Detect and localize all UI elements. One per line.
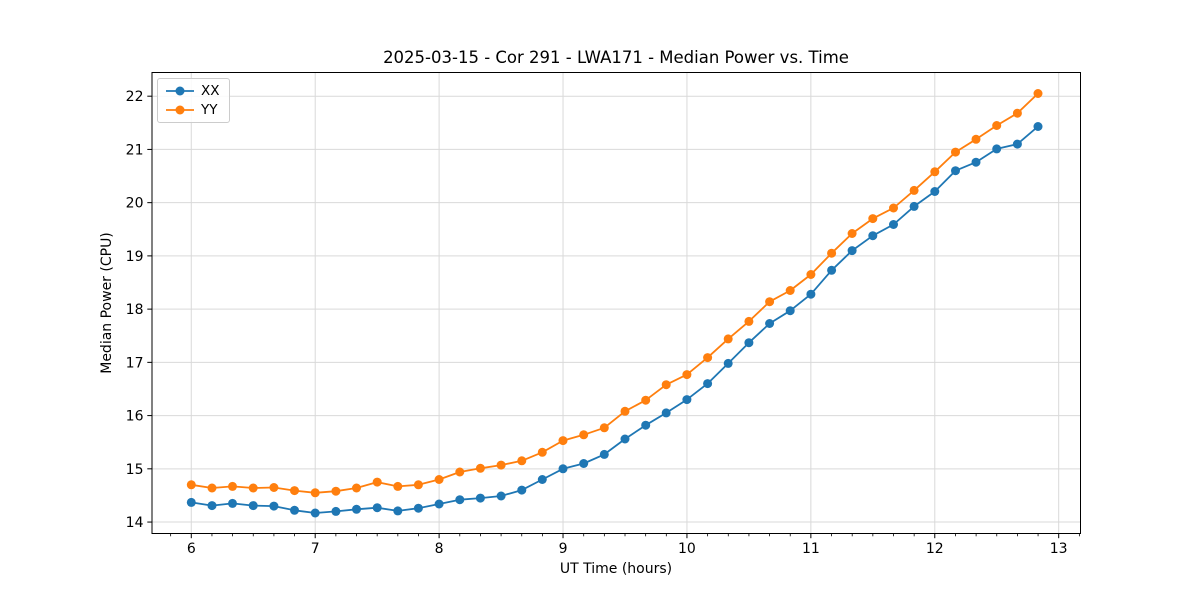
legend: XX YY [157, 78, 230, 123]
legend-label: XX [201, 83, 220, 99]
svg-text:13: 13 [1050, 541, 1068, 557]
svg-text:17: 17 [126, 355, 144, 371]
svg-text:18: 18 [126, 302, 144, 318]
legend-line-marker-icon [166, 86, 194, 96]
svg-text:8: 8 [435, 541, 444, 557]
svg-text:19: 19 [126, 249, 144, 265]
svg-text:12: 12 [926, 541, 944, 557]
svg-text:6: 6 [187, 541, 196, 557]
chart-title: 2025-03-15 - Cor 291 - LWA171 - Median P… [383, 48, 849, 67]
legend-line-marker-icon [166, 105, 194, 115]
x-axis-label: UT Time (hours) [560, 561, 672, 577]
grid-lines [152, 72, 1081, 534]
svg-text:15: 15 [126, 462, 144, 478]
svg-text:16: 16 [126, 409, 144, 425]
svg-text:14: 14 [126, 515, 144, 531]
plot-border [151, 72, 1081, 534]
legend-item-yy: YY [165, 102, 220, 118]
legend-label: YY [201, 102, 218, 118]
svg-text:7: 7 [311, 541, 320, 557]
axis-ticks [147, 95, 1080, 539]
y-axis-label: Median Power (CPU) [99, 232, 115, 374]
svg-text:10: 10 [678, 541, 696, 557]
svg-text:22: 22 [126, 89, 144, 105]
data-series [186, 89, 1043, 518]
svg-text:21: 21 [126, 142, 144, 158]
svg-text:9: 9 [559, 541, 568, 557]
tick-labels: 6 7 8 9 10 11 12 13 14 15 16 17 18 19 20 21 22 [126, 89, 1068, 557]
svg-text:20: 20 [126, 196, 144, 212]
legend-item-xx: XX [165, 83, 220, 99]
svg-text:11: 11 [802, 541, 820, 557]
